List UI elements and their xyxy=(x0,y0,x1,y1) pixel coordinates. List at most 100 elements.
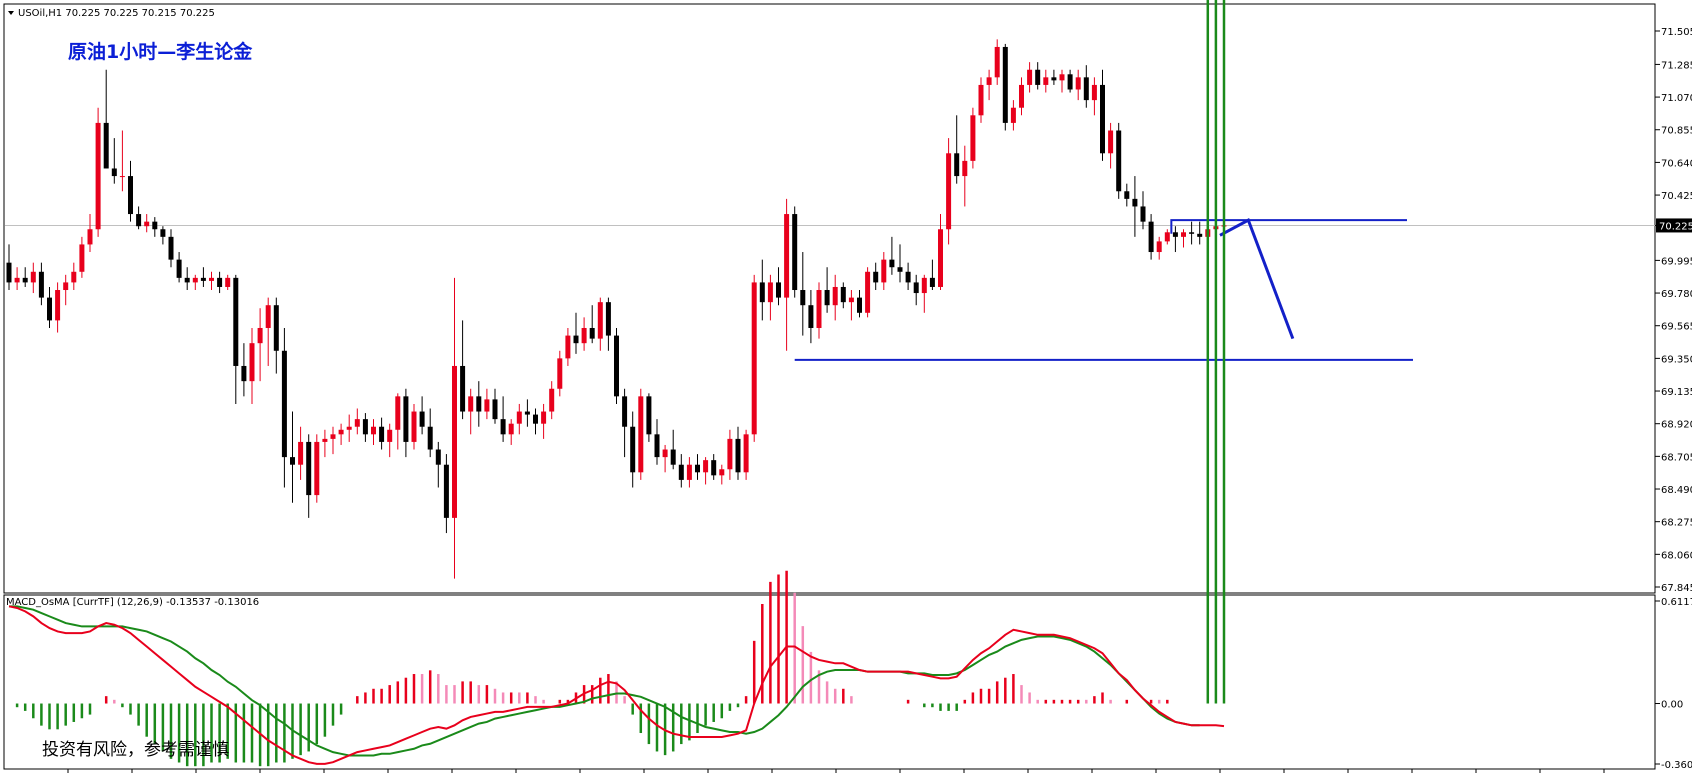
candle-body xyxy=(1091,84,1097,101)
candle-body xyxy=(476,396,482,412)
candle-body xyxy=(1067,74,1073,90)
candle-body xyxy=(913,282,919,294)
macd-signal-line xyxy=(9,605,1200,757)
candle-body xyxy=(168,236,174,260)
candle-body xyxy=(848,297,854,303)
candle-body xyxy=(1197,233,1203,237)
chart-title-annotation: 原油1小时—李生论金 xyxy=(68,40,253,63)
candle-body xyxy=(500,419,506,435)
candle-body xyxy=(1027,69,1033,85)
candle-body xyxy=(22,277,28,283)
candle-body xyxy=(557,358,563,389)
candle-body xyxy=(14,277,20,283)
candle-body xyxy=(217,277,223,287)
candle-body xyxy=(889,259,895,268)
candle-body xyxy=(338,429,344,435)
candle-body xyxy=(516,411,522,424)
candle-body xyxy=(1100,84,1105,154)
candle-body xyxy=(994,46,1000,78)
candle-body xyxy=(832,286,838,306)
candle-body xyxy=(662,449,668,458)
price-tick-label: 68.490 xyxy=(1661,485,1692,496)
price-tick-label: 69.135 xyxy=(1661,387,1692,398)
candle-body xyxy=(1108,130,1114,154)
candle-body xyxy=(767,282,773,303)
current-price-label: 70.225 xyxy=(1659,221,1692,232)
candle-body xyxy=(111,168,117,177)
price-tick-label: 68.060 xyxy=(1661,550,1692,561)
candle-body xyxy=(929,277,935,287)
price-tick-label: 68.705 xyxy=(1661,452,1692,463)
candle-body xyxy=(71,271,77,283)
candle-body xyxy=(87,229,93,245)
price-tick-label: 69.565 xyxy=(1661,322,1692,333)
candle-body xyxy=(816,290,822,328)
candle-body xyxy=(1043,77,1049,85)
macd-indicator: 0.61173 0.00 -0.36088 xyxy=(8,0,1692,771)
candle-body xyxy=(306,441,312,496)
candle-body xyxy=(565,335,571,359)
candle-body xyxy=(209,277,214,281)
candle-body xyxy=(225,277,231,287)
candle-body xyxy=(1181,232,1186,237)
macd-tick-label: 0.00 xyxy=(1661,700,1683,711)
candle-body xyxy=(460,365,466,412)
candle-body xyxy=(1051,77,1057,81)
triangle-down-icon[interactable] xyxy=(8,11,14,15)
candle-body xyxy=(79,244,85,272)
candle-body xyxy=(362,419,368,435)
candle-body xyxy=(719,469,725,476)
candle-body xyxy=(1059,74,1065,81)
projection-path xyxy=(1219,218,1295,340)
candle-body xyxy=(824,290,830,306)
macd-tick-label: -0.36088 xyxy=(1661,760,1692,771)
candle-body xyxy=(30,271,36,283)
candle-body xyxy=(63,282,69,291)
risk-warning-annotation: 投资有风险，参考需谨慎 xyxy=(42,740,229,760)
trendline-drawings[interactable] xyxy=(794,218,1413,361)
candle-body xyxy=(200,277,206,281)
price-pane-frame xyxy=(3,3,1656,594)
candle-body xyxy=(257,327,263,344)
candle-body xyxy=(1116,130,1122,192)
candle-body xyxy=(403,396,409,442)
candle-body xyxy=(589,327,595,339)
candle-body xyxy=(354,419,360,427)
candle-body xyxy=(549,388,555,412)
candle-body xyxy=(508,423,514,435)
candle-body xyxy=(47,297,52,321)
candle-body xyxy=(1164,232,1170,242)
candle-body xyxy=(670,449,676,465)
candle-body xyxy=(646,396,652,435)
candle-body xyxy=(686,464,692,480)
candle-body xyxy=(808,305,814,328)
price-tick-label: 71.505 xyxy=(1661,27,1692,38)
candle-body xyxy=(265,305,271,328)
price-tick-label: 70.425 xyxy=(1661,191,1692,202)
price-tick-label: 69.780 xyxy=(1661,289,1692,300)
candle-body xyxy=(759,282,765,303)
candle-body xyxy=(873,271,879,283)
candle-body xyxy=(160,229,166,237)
candle-body xyxy=(1148,221,1154,253)
candle-body xyxy=(452,365,457,518)
candle-body xyxy=(597,302,603,339)
candle-body xyxy=(1156,241,1162,253)
candle-body xyxy=(954,153,960,177)
candle-body xyxy=(233,277,239,366)
candle-body xyxy=(970,115,976,161)
candle-body xyxy=(776,282,781,298)
candle-body xyxy=(411,411,417,442)
candle-body xyxy=(865,271,871,313)
candle-body xyxy=(128,176,133,215)
candle-body xyxy=(1019,84,1024,108)
price-tick-label: 67.845 xyxy=(1661,583,1692,594)
candle-body xyxy=(678,464,684,480)
candle-body xyxy=(192,277,198,283)
price-tick-label: 69.995 xyxy=(1661,256,1692,267)
candle-body xyxy=(727,438,733,470)
candle-body xyxy=(751,282,757,435)
candle-body xyxy=(298,441,304,465)
